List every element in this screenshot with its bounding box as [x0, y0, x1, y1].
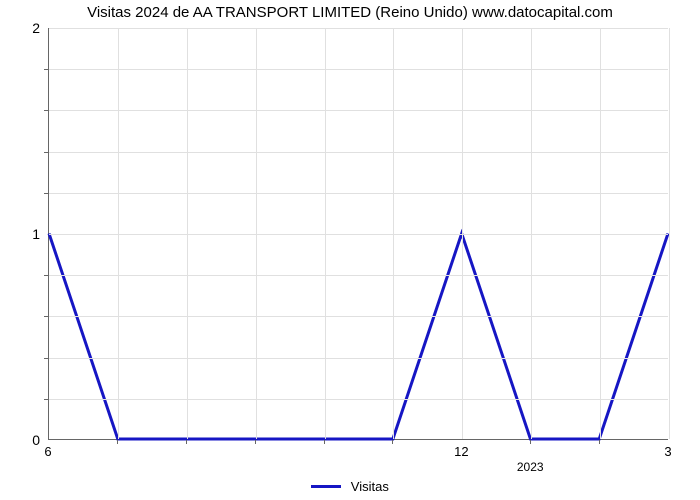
grid-horizontal-minor: [49, 316, 668, 317]
y-tick-label: 2: [10, 20, 40, 36]
series-line: [49, 234, 668, 440]
grid-horizontal-minor: [49, 110, 668, 111]
x-minor-tick: [186, 440, 187, 444]
y-minor-tick: [44, 275, 48, 276]
y-minor-tick: [44, 193, 48, 194]
x-sublabel: 2023: [517, 460, 544, 474]
y-minor-tick: [44, 69, 48, 70]
x-minor-tick: [599, 440, 600, 444]
x-minor-tick: [530, 440, 531, 444]
chart-container: Visitas 2024 de AA TRANSPORT LIMITED (Re…: [0, 0, 700, 500]
y-minor-tick: [44, 358, 48, 359]
grid-horizontal-minor: [49, 193, 668, 194]
grid-horizontal-minor: [49, 275, 668, 276]
x-minor-tick: [392, 440, 393, 444]
grid-horizontal-minor: [49, 358, 668, 359]
y-minor-tick: [44, 110, 48, 111]
grid-horizontal-minor: [49, 69, 668, 70]
x-tick-label: 3: [664, 444, 671, 459]
y-tick-label: 0: [10, 432, 40, 448]
x-minor-tick: [255, 440, 256, 444]
x-minor-tick: [324, 440, 325, 444]
legend-label: Visitas: [351, 479, 389, 494]
grid-horizontal-minor: [49, 399, 668, 400]
legend: Visitas: [0, 478, 700, 494]
chart-title: Visitas 2024 de AA TRANSPORT LIMITED (Re…: [0, 4, 700, 21]
y-minor-tick: [44, 399, 48, 400]
grid-horizontal-minor: [49, 152, 668, 153]
x-tick-label: 12: [454, 444, 468, 459]
x-minor-tick: [117, 440, 118, 444]
grid-vertical: [669, 28, 670, 439]
legend-swatch: [311, 485, 341, 488]
plot-area: [48, 28, 668, 440]
grid-horizontal: [49, 234, 668, 235]
x-tick-label: 6: [44, 444, 51, 459]
y-tick-label: 1: [10, 226, 40, 242]
y-minor-tick: [44, 152, 48, 153]
grid-horizontal: [49, 28, 668, 29]
y-minor-tick: [44, 316, 48, 317]
